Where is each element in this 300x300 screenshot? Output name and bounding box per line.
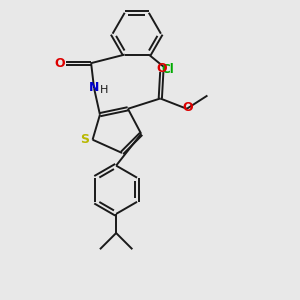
Text: O: O <box>54 57 65 70</box>
Text: O: O <box>183 101 193 114</box>
Text: S: S <box>80 133 89 146</box>
Text: Cl: Cl <box>162 63 174 76</box>
Text: N: N <box>88 81 99 94</box>
Text: O: O <box>157 61 167 75</box>
Text: H: H <box>100 85 108 94</box>
